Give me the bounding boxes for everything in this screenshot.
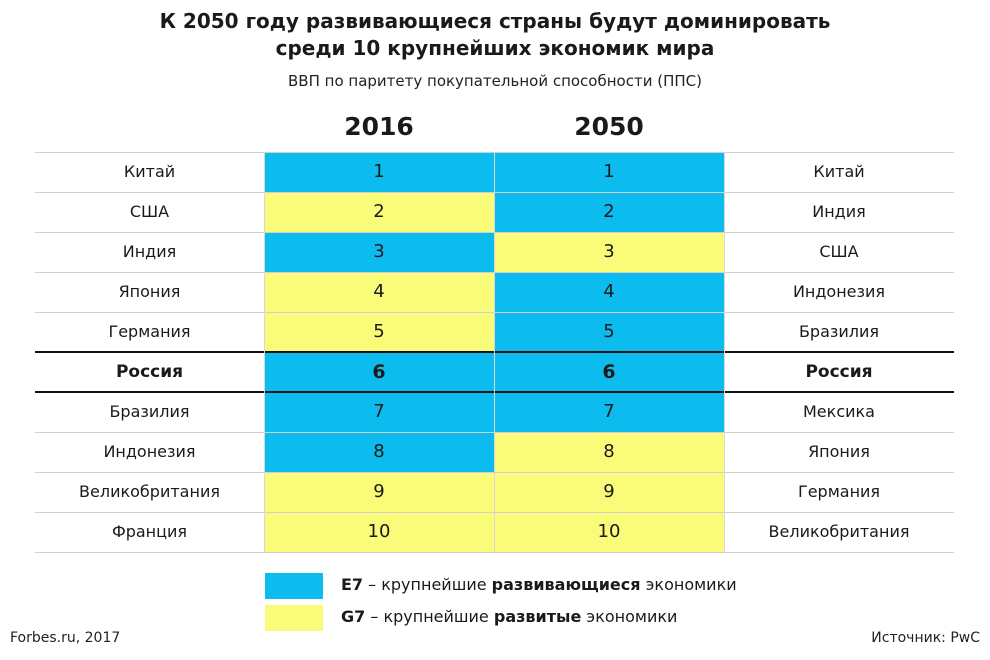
rank-cell-2050: 2 [494, 192, 724, 232]
legend-label-g7: G7 – крупнейшие развитые экономики [341, 607, 677, 626]
legend-post-e7: экономики [640, 575, 737, 594]
table-row: США 2 2 Индия [35, 192, 954, 232]
country-2050: Германия [797, 482, 881, 501]
rank-cell-2016: 10 [264, 512, 494, 552]
row-divider [35, 552, 954, 553]
chart-subtitle: ВВП по паритету покупательной способност… [288, 72, 702, 90]
country-2050: Индия [812, 202, 866, 221]
legend-swatch-g7 [265, 605, 323, 631]
rank-cell-2016: 2 [264, 192, 494, 232]
footer-source-left: Forbes.ru, 2017 [10, 630, 121, 646]
rank-cell-2050: 8 [494, 432, 724, 472]
column-header-2016: 2016 [344, 112, 414, 141]
country-2050: Китай [813, 162, 865, 181]
title-line-2: среди 10 крупнейших экономик мира [275, 36, 715, 60]
country-2050: Великобритания [768, 522, 910, 541]
legend-post-g7: экономики [581, 607, 678, 626]
table-row: Германия 5 5 Бразилия [35, 312, 954, 352]
table-row: Великобритания 9 9 Германия [35, 472, 954, 512]
column-divider [264, 152, 265, 552]
legend-code-g7: G7 [341, 607, 366, 626]
column-divider [494, 152, 495, 552]
rank-cell-2016: 4 [264, 272, 494, 312]
legend-swatch-e7 [265, 573, 323, 599]
rank-cell-2050: 3 [494, 232, 724, 272]
table-row: Франция 10 10 Великобритания [35, 512, 954, 552]
table-row: Индия 3 3 США [35, 232, 954, 272]
rank-cell-2050: 4 [494, 272, 724, 312]
legend-strong-g7: развитые [493, 607, 582, 626]
rank-cell-2016: 9 [264, 472, 494, 512]
rank-cell-2050: 9 [494, 472, 724, 512]
chart-title: К 2050 году развивающиеся страны будут д… [0, 8, 990, 62]
country-2016: Китай [123, 162, 176, 181]
rank-cell-2050: 7 [494, 392, 724, 432]
table-row: Япония 4 4 Индонезия [35, 272, 954, 312]
country-2016: Германия [108, 322, 191, 341]
country-2016: Великобритания [79, 482, 220, 501]
title-line-1: К 2050 году развивающиеся страны будут д… [159, 9, 831, 33]
legend-label-e7: E7 – крупнейшие развивающиеся экономики [341, 575, 737, 594]
legend-pre-g7: – крупнейшие [365, 607, 494, 626]
ranking-table: Китай 1 1 Китай США 2 2 Индия Индия 3 3 США Япония 4 4… [35, 152, 954, 553]
legend-code-e7: E7 [341, 575, 364, 594]
country-2050: Индонезия [792, 282, 886, 301]
country-2050: США [819, 242, 859, 261]
rank-cell-2016: 3 [264, 232, 494, 272]
footer-source-right: Источник: PwC [871, 630, 980, 646]
country-2050: Япония [808, 442, 870, 461]
rank-cell-2016: 8 [264, 432, 494, 472]
rank-cell-2050: 1 [494, 152, 724, 192]
country-2016: Россия [115, 362, 184, 382]
column-divider [724, 152, 725, 552]
country-2050: Мексика [803, 402, 875, 421]
country-2016: Япония [118, 282, 181, 301]
country-2050: Россия [805, 362, 873, 382]
rank-cell-2016: 7 [264, 392, 494, 432]
legend-strong-e7: развивающиеся [491, 575, 641, 594]
country-2016: Индия [122, 242, 177, 261]
rank-cell-2016: 5 [264, 312, 494, 352]
table-row: Бразилия 7 7 Мексика [35, 392, 954, 432]
country-2016: Индонезия [103, 442, 196, 461]
country-2016: Бразилия [109, 402, 190, 421]
rank-cell-2050: 10 [494, 512, 724, 552]
column-header-2050: 2050 [574, 112, 644, 141]
rank-cell-2016: 6 [264, 352, 494, 392]
rank-cell-2016: 1 [264, 152, 494, 192]
legend-pre-e7: – крупнейшие [363, 575, 492, 594]
country-2016: Франция [111, 522, 188, 541]
country-2050: Бразилия [798, 322, 880, 341]
rank-cell-2050: 6 [494, 352, 724, 392]
table-row: Индонезия 8 8 Япония [35, 432, 954, 472]
country-2016: США [129, 202, 170, 221]
table-row: Россия 6 6 Россия [35, 352, 954, 392]
table-row: Китай 1 1 Китай [35, 152, 954, 192]
rank-cell-2050: 5 [494, 312, 724, 352]
